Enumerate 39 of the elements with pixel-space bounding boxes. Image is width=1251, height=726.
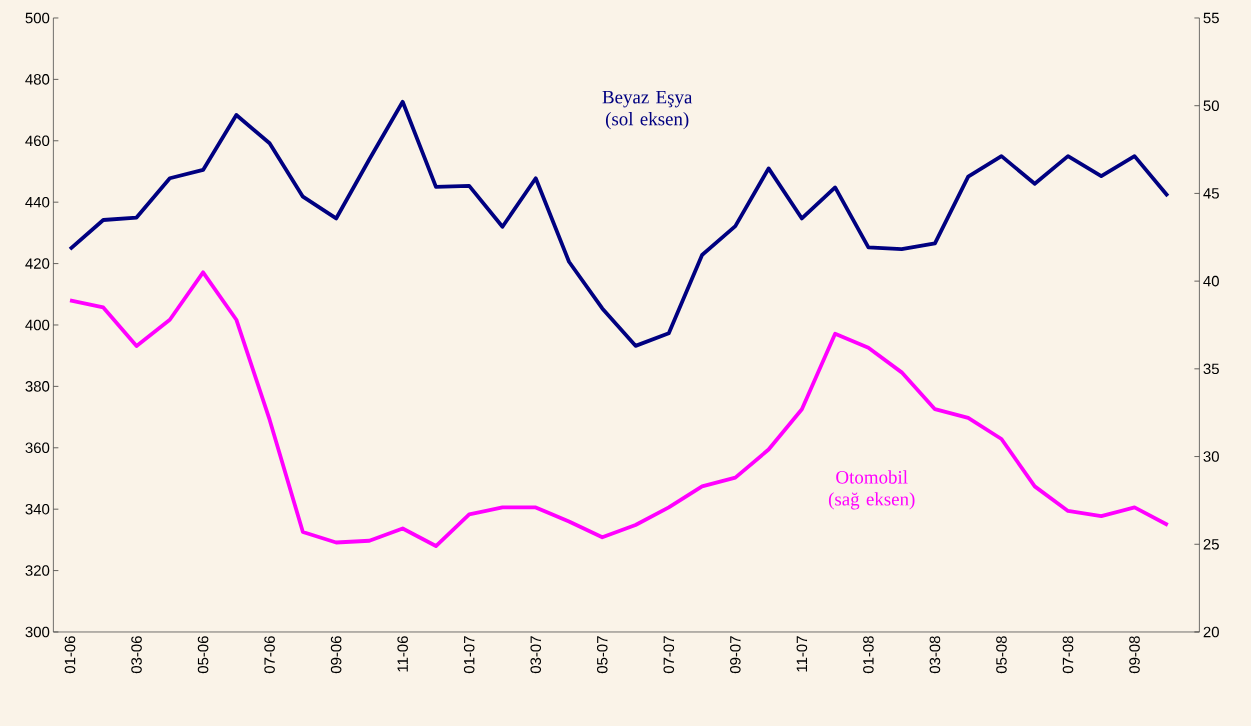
y2-tick-label: 35 bbox=[1203, 363, 1219, 375]
x-tick-label: 03-07 bbox=[530, 636, 542, 674]
y-tick-label: 440 bbox=[25, 196, 50, 208]
y-tick-label: 480 bbox=[25, 74, 50, 85]
x-tick-label: 09-08 bbox=[1129, 636, 1140, 674]
y-tick-label: 460 bbox=[25, 135, 50, 147]
y-tick-label: 380 bbox=[25, 381, 50, 392]
x-tick-label: 05-07 bbox=[596, 636, 608, 674]
text: Beyaz Eşya (sol eksen) bbox=[602, 90, 693, 130]
x-tick-label: 07-06 bbox=[264, 636, 275, 674]
x-tick-label: 05-08 bbox=[996, 636, 1007, 674]
y-tick-label: 300 bbox=[25, 626, 50, 638]
y2-tick-label: 30 bbox=[1203, 451, 1219, 462]
x-tick-label: 09-07 bbox=[730, 636, 741, 674]
x-tick-label: 03-06 bbox=[131, 636, 142, 674]
y2-tick-label: 50 bbox=[1203, 100, 1219, 111]
x-tick-label: 01-07 bbox=[463, 636, 475, 674]
x-tick-label: 01-06 bbox=[64, 636, 76, 674]
y-tick-label: 500 bbox=[25, 12, 50, 24]
y2-tick-label: 55 bbox=[1203, 12, 1219, 24]
x-tick-label: 11-07 bbox=[796, 636, 808, 672]
x-tick-label: 11-06 bbox=[397, 636, 408, 672]
y2-tick-label: 25 bbox=[1203, 538, 1219, 550]
x-tick-label: 01-08 bbox=[863, 636, 874, 674]
y-tick-label: 360 bbox=[25, 442, 50, 454]
y-tick-label: 320 bbox=[25, 565, 50, 576]
line-series bbox=[68, 270, 1170, 548]
x-tick-label: 03-08 bbox=[929, 636, 941, 674]
y-tick-label: 400 bbox=[25, 319, 50, 331]
x-tick-label: 07-07 bbox=[663, 636, 675, 674]
text: Otomobil (sağ eksen) bbox=[828, 470, 915, 510]
x-tick-label: 07-08 bbox=[1062, 636, 1074, 674]
x-tick-label: 05-06 bbox=[197, 636, 209, 674]
y2-tick-label: 45 bbox=[1203, 188, 1219, 199]
y-tick-label: 420 bbox=[25, 258, 50, 269]
y2-tick-label: 40 bbox=[1203, 275, 1219, 287]
y-tick-label: 340 bbox=[25, 503, 50, 515]
y2-tick-label: 20 bbox=[1203, 626, 1219, 638]
x-tick-label: 09-06 bbox=[330, 636, 342, 674]
